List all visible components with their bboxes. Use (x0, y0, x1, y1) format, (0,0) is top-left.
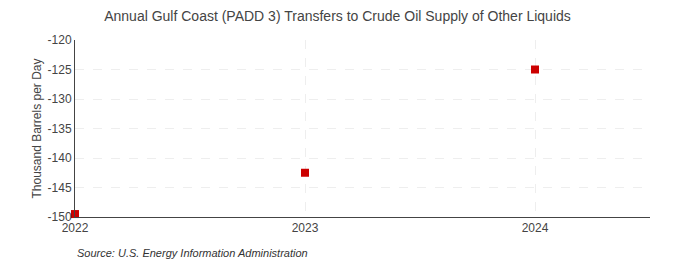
svg-text:-135: -135 (48, 122, 72, 136)
svg-text:2023: 2023 (292, 221, 319, 235)
svg-text:2024: 2024 (522, 221, 549, 235)
svg-text:Source: U.S. Energy Informatio: Source: U.S. Energy Information Administ… (77, 247, 308, 259)
svg-text:-140: -140 (48, 151, 72, 165)
svg-text:-120: -120 (48, 33, 72, 47)
svg-text:-150: -150 (48, 210, 72, 224)
svg-text:-130: -130 (48, 92, 72, 106)
svg-text:-125: -125 (48, 63, 72, 77)
svg-text:Annual Gulf Coast (PADD 3) Tra: Annual Gulf Coast (PADD 3) Transfers to … (104, 8, 571, 24)
svg-text:Thousand Barrels per Day: Thousand Barrels per Day (30, 58, 44, 198)
svg-text:-145: -145 (48, 181, 72, 195)
svg-text:2022: 2022 (62, 221, 89, 235)
